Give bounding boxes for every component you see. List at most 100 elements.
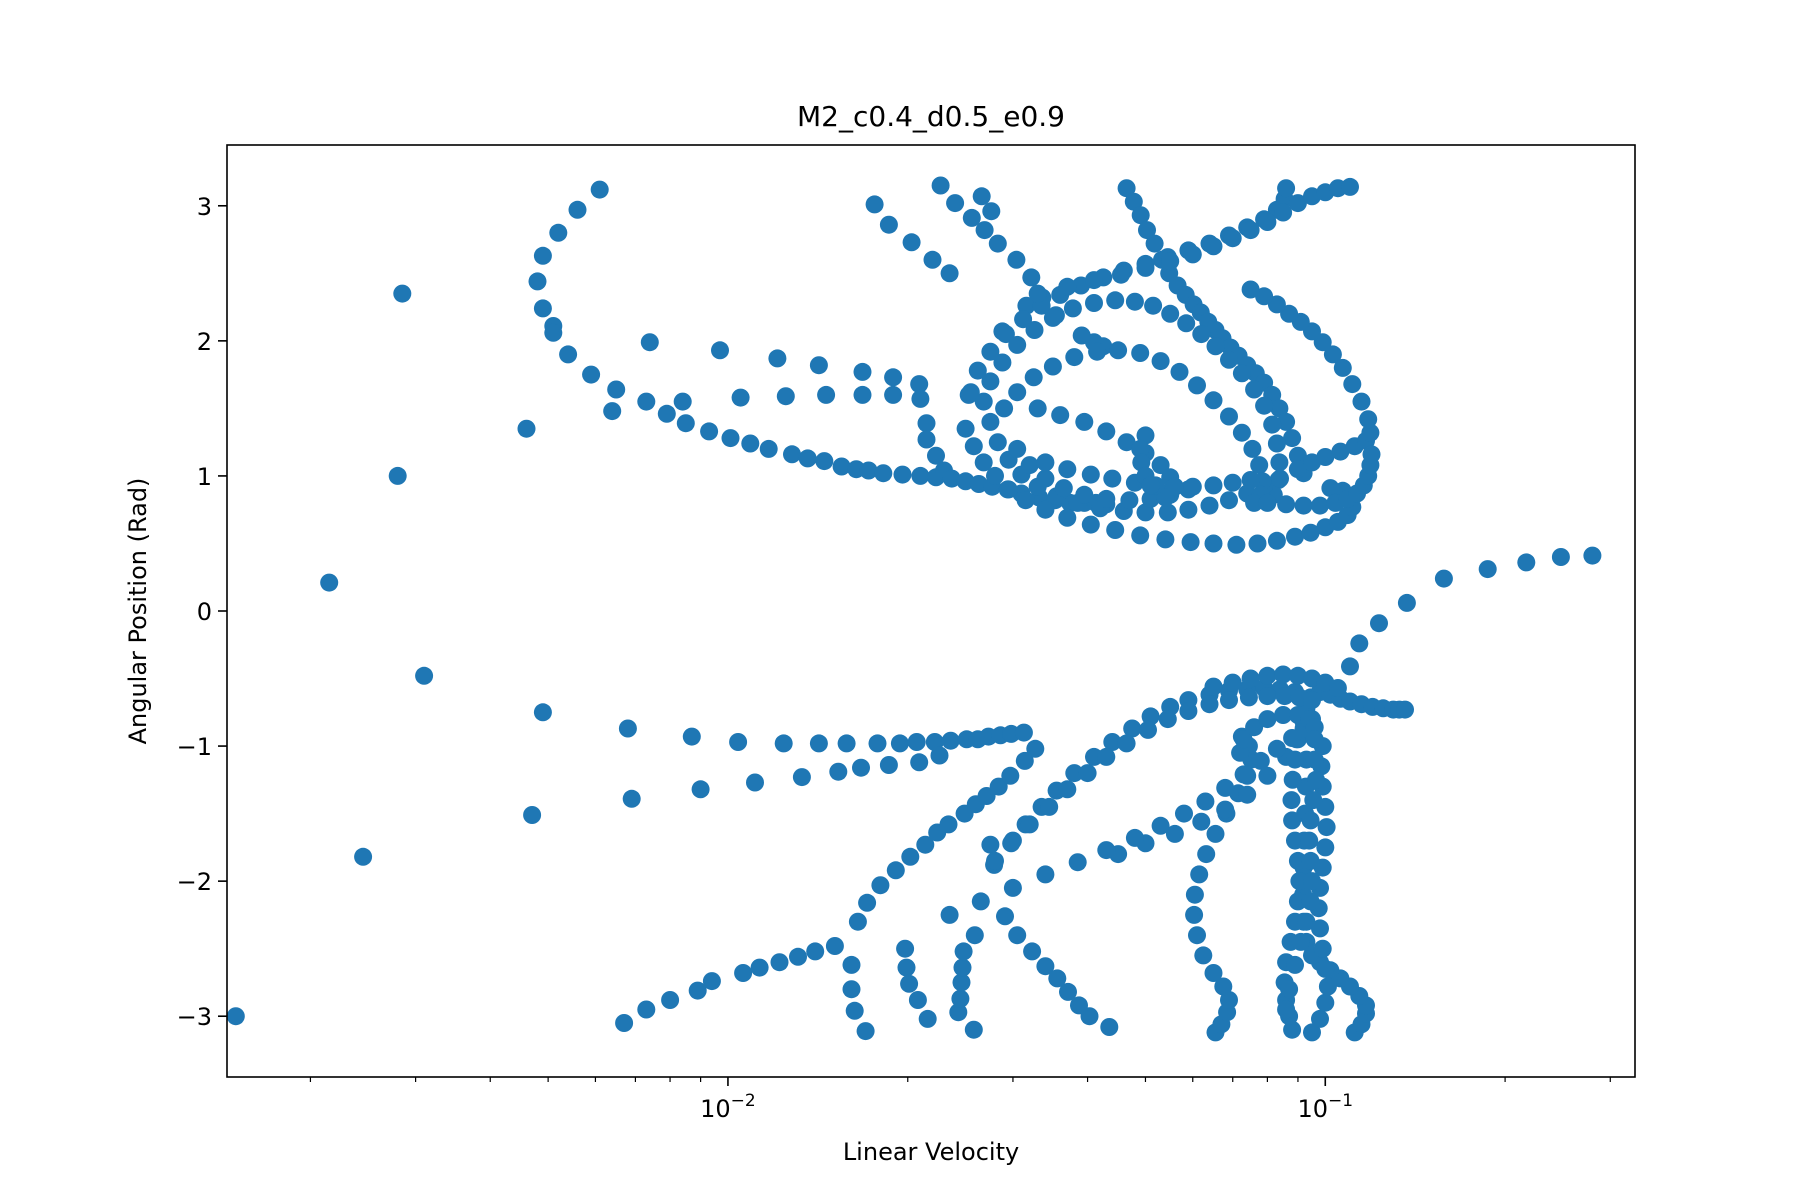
data-point	[1002, 834, 1021, 853]
data-point	[1267, 295, 1286, 314]
data-point	[1151, 352, 1170, 371]
data-point	[1277, 495, 1296, 514]
data-point	[1131, 439, 1150, 458]
data-point	[1200, 695, 1219, 714]
data-point	[1294, 496, 1313, 515]
data-point	[1097, 422, 1116, 441]
data-point	[1220, 991, 1238, 1009]
scatter-points	[226, 176, 1602, 1042]
data-point	[1250, 456, 1269, 475]
data-point	[682, 727, 701, 746]
data-point	[1025, 321, 1044, 339]
data-point	[549, 223, 568, 242]
y-tick-label: 3	[197, 193, 212, 221]
data-point	[1227, 535, 1246, 554]
data-point	[946, 194, 965, 213]
data-point	[661, 991, 680, 1009]
y-tick-label: 1	[197, 463, 212, 491]
data-point	[902, 233, 921, 252]
data-point	[1263, 415, 1282, 434]
data-point	[1185, 905, 1204, 924]
data-point	[939, 815, 958, 834]
data-point	[996, 325, 1015, 344]
data-point	[951, 989, 970, 1008]
data-point	[969, 475, 988, 493]
data-point	[848, 912, 867, 931]
data-point	[1106, 521, 1125, 539]
data-point	[1352, 392, 1371, 411]
data-point	[1112, 265, 1130, 284]
data-point	[1016, 491, 1035, 510]
data-point	[1223, 673, 1242, 692]
y-tick-label: −3	[177, 1003, 212, 1031]
data-point	[1282, 791, 1301, 810]
data-point	[1271, 469, 1289, 488]
data-point	[1206, 824, 1225, 843]
data-point	[845, 1001, 864, 1020]
data-point	[607, 380, 626, 399]
data-point	[1316, 959, 1335, 978]
data-point	[1283, 811, 1302, 830]
data-point	[1267, 434, 1286, 453]
data-point	[1258, 213, 1277, 231]
data-point	[533, 299, 552, 318]
data-point	[1144, 296, 1163, 315]
data-point	[1068, 853, 1087, 872]
data-point	[1245, 380, 1264, 399]
data-point	[1043, 308, 1062, 327]
data-point	[1220, 350, 1238, 369]
data-point	[910, 753, 929, 772]
data-point	[1397, 593, 1416, 612]
data-point	[1343, 375, 1362, 394]
data-point	[1370, 614, 1388, 633]
data-point	[1277, 412, 1296, 431]
data-point	[1255, 287, 1274, 306]
y-tick-label: 2	[197, 328, 212, 356]
data-point	[907, 733, 926, 751]
data-point	[1311, 919, 1329, 938]
data-point	[1359, 410, 1378, 429]
data-point	[792, 768, 811, 787]
data-point	[1158, 503, 1177, 522]
data-point	[952, 973, 971, 992]
data-point	[1136, 426, 1155, 445]
data-point	[1396, 700, 1414, 719]
data-point	[1238, 785, 1257, 804]
data-point	[1014, 310, 1033, 329]
data-point	[964, 1020, 983, 1039]
data-point	[637, 392, 656, 411]
data-point	[1301, 892, 1320, 911]
data-point	[1080, 1007, 1099, 1026]
data-point	[1028, 284, 1047, 303]
data-point	[1231, 743, 1250, 762]
data-point	[1036, 865, 1055, 884]
data-point	[916, 835, 935, 854]
data-point	[941, 731, 960, 750]
data-point	[923, 250, 942, 269]
data-point	[1008, 439, 1027, 458]
data-point	[1204, 964, 1223, 982]
data-point	[1478, 560, 1497, 579]
data-point	[972, 187, 991, 206]
data-point	[930, 746, 949, 765]
data-point	[1258, 710, 1277, 729]
data-point	[1288, 446, 1307, 465]
data-point	[996, 907, 1014, 926]
data-point	[856, 1022, 875, 1041]
data-point	[853, 385, 872, 404]
data-point	[774, 734, 793, 753]
data-point	[868, 734, 887, 753]
data-point	[1165, 477, 1184, 496]
data-point	[1196, 792, 1215, 811]
data-point	[1311, 1009, 1329, 1028]
data-point	[1075, 412, 1094, 431]
data-point	[1043, 357, 1062, 376]
data-point	[1216, 800, 1235, 819]
data-point	[528, 272, 547, 291]
data-point	[517, 419, 536, 438]
data-point	[999, 480, 1018, 499]
data-point	[523, 806, 542, 824]
data-point	[702, 972, 721, 991]
data-point	[981, 835, 1000, 854]
data-point	[1220, 407, 1238, 426]
